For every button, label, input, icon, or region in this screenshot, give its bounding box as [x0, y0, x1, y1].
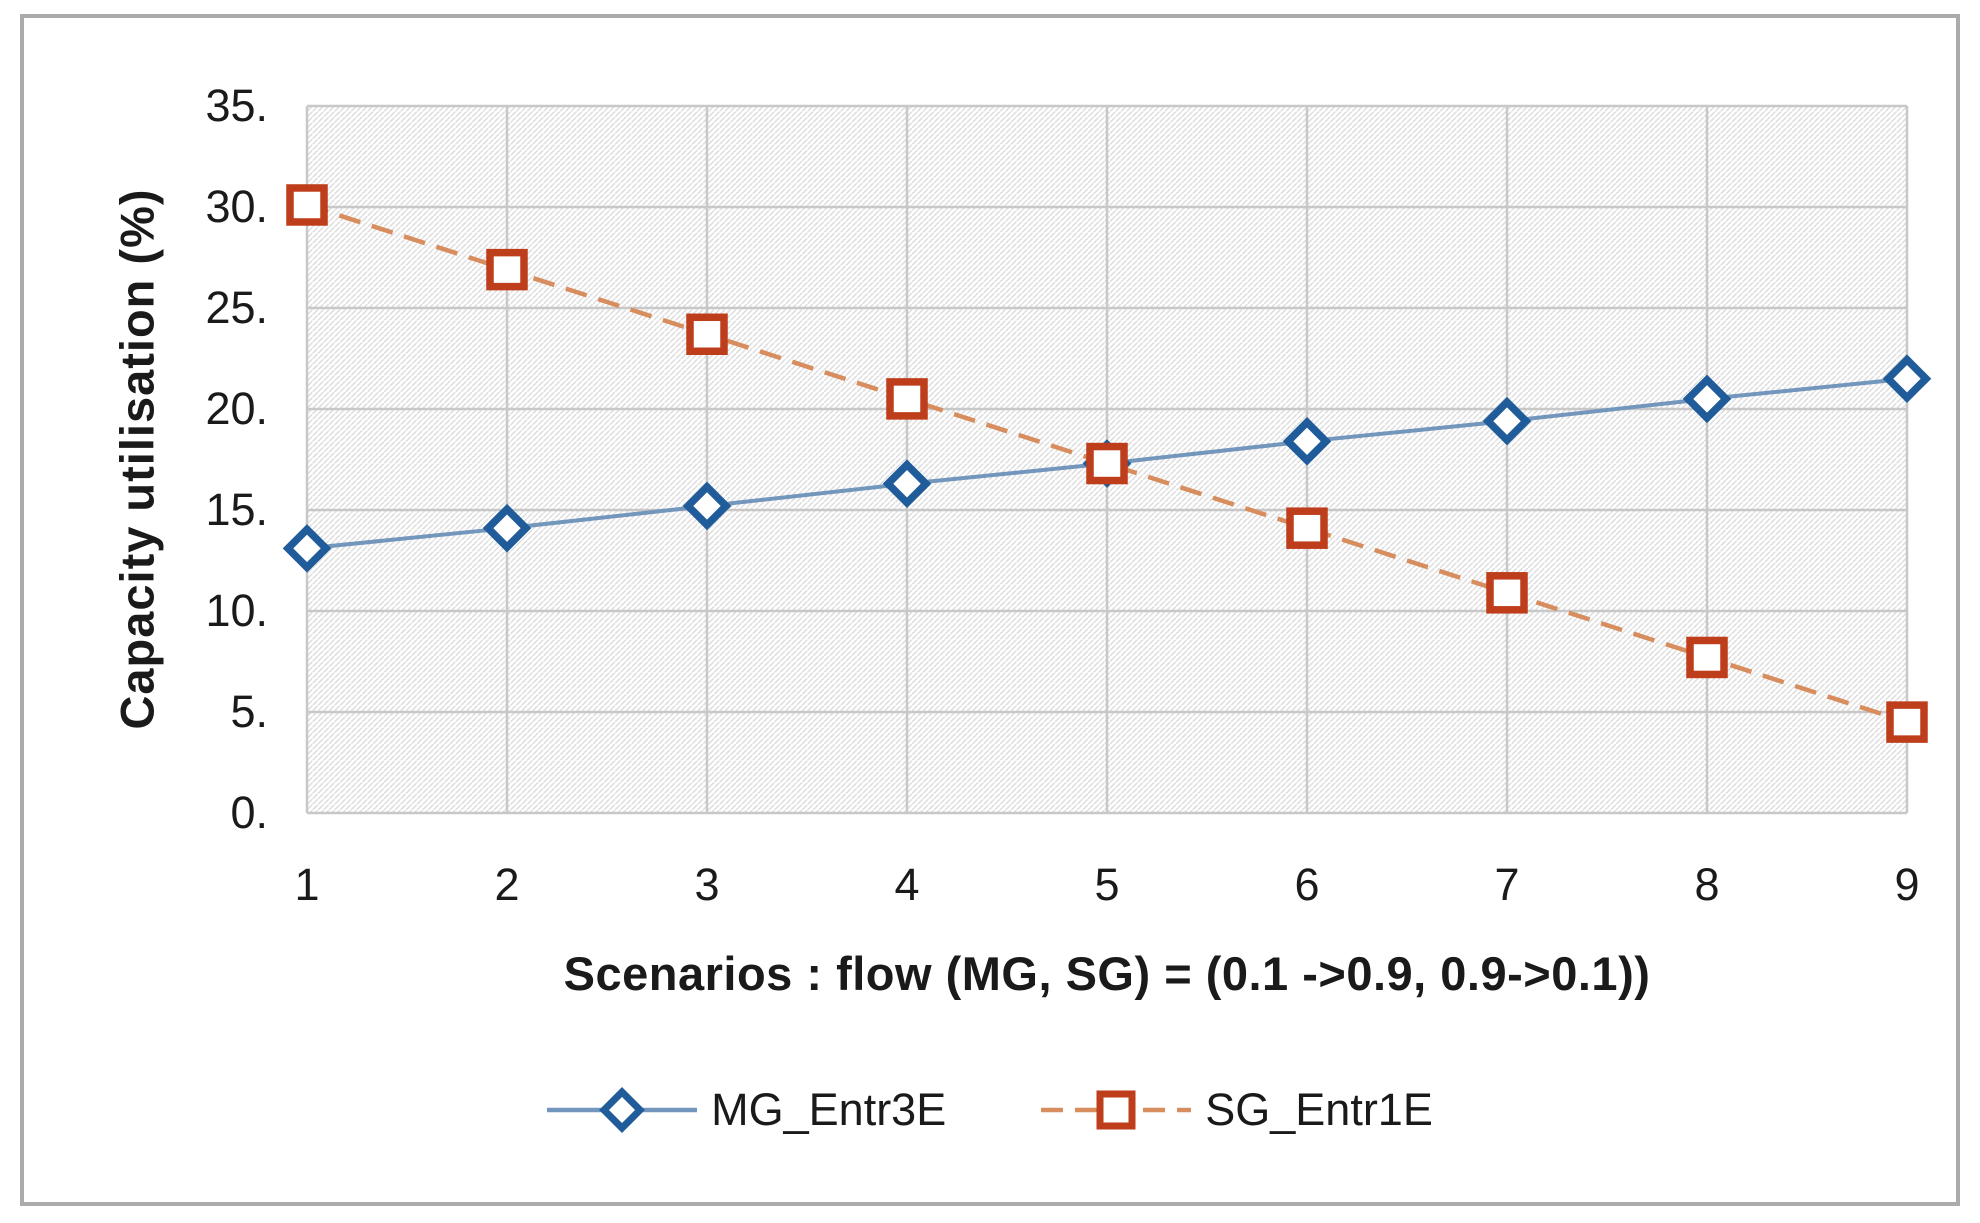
- y-tick-label: 15.: [205, 484, 268, 535]
- y-axis-title: Capacity utilisation (%): [110, 188, 164, 730]
- x-tick-label: 6: [1294, 859, 1320, 910]
- data-point: [886, 378, 928, 420]
- data-point: [1086, 442, 1128, 485]
- x-tick-label: 5: [1094, 859, 1120, 910]
- x-tick-label: 3: [694, 859, 720, 910]
- y-tick-label: 5.: [230, 686, 268, 737]
- legend-item-MG_Entr3E: MG_Entr3E: [547, 1084, 946, 1136]
- data-point: [486, 248, 528, 291]
- chart-frame: Capacity utilisation (%) 0. 5. 10. 15. 20. 25…: [20, 14, 1960, 1206]
- x-tick-label: 7: [1494, 859, 1520, 910]
- y-tick-label: 10.: [205, 585, 268, 636]
- data-point: [286, 184, 328, 226]
- x-tick-label: 9: [1894, 859, 1920, 910]
- data-point: [686, 313, 728, 356]
- legend-marker-square: [1041, 1090, 1192, 1130]
- data-point: [482, 503, 532, 553]
- data-point: [1882, 354, 1932, 404]
- legend-marker-diamond: [547, 1087, 698, 1133]
- data-point: [1682, 374, 1732, 424]
- y-tick-label: 30.: [205, 181, 268, 232]
- data-point: [1686, 636, 1728, 679]
- x-tick-label: 1: [294, 859, 320, 910]
- legend-label: SG_Entr1E: [1205, 1084, 1433, 1135]
- data-point: [1482, 396, 1532, 446]
- legend-item-SG_Entr1E: SG_Entr1E: [1041, 1084, 1433, 1136]
- data-point: [882, 459, 932, 509]
- data-point: [1486, 572, 1528, 614]
- series-markers-SG_Entr1E: [286, 184, 1928, 743]
- data-point: [282, 524, 332, 573]
- data-point: [1286, 507, 1328, 549]
- y-tick-label: 20.: [205, 383, 268, 434]
- data-point: [1282, 417, 1332, 466]
- y-tick-label: 35.: [205, 80, 268, 131]
- x-tick-label: 4: [894, 859, 920, 910]
- x-axis-title: Scenarios : flow (MG, SG) = (0.1 ->0.9, …: [563, 947, 1651, 1000]
- plot-area: [282, 104, 1932, 815]
- series-line-SG_Entr1E: [306, 202, 1908, 725]
- y-tick-label: 0.: [230, 787, 268, 838]
- x-tick-label: 2: [494, 859, 520, 910]
- data-point: [1886, 701, 1928, 743]
- legend: MG_Entr3E SG_Entr1E: [24, 1084, 1956, 1136]
- legend-label: MG_Entr3E: [711, 1084, 947, 1135]
- data-point: [682, 481, 732, 531]
- y-tick-label: 25.: [205, 282, 268, 333]
- x-tick-label: 8: [1694, 859, 1720, 910]
